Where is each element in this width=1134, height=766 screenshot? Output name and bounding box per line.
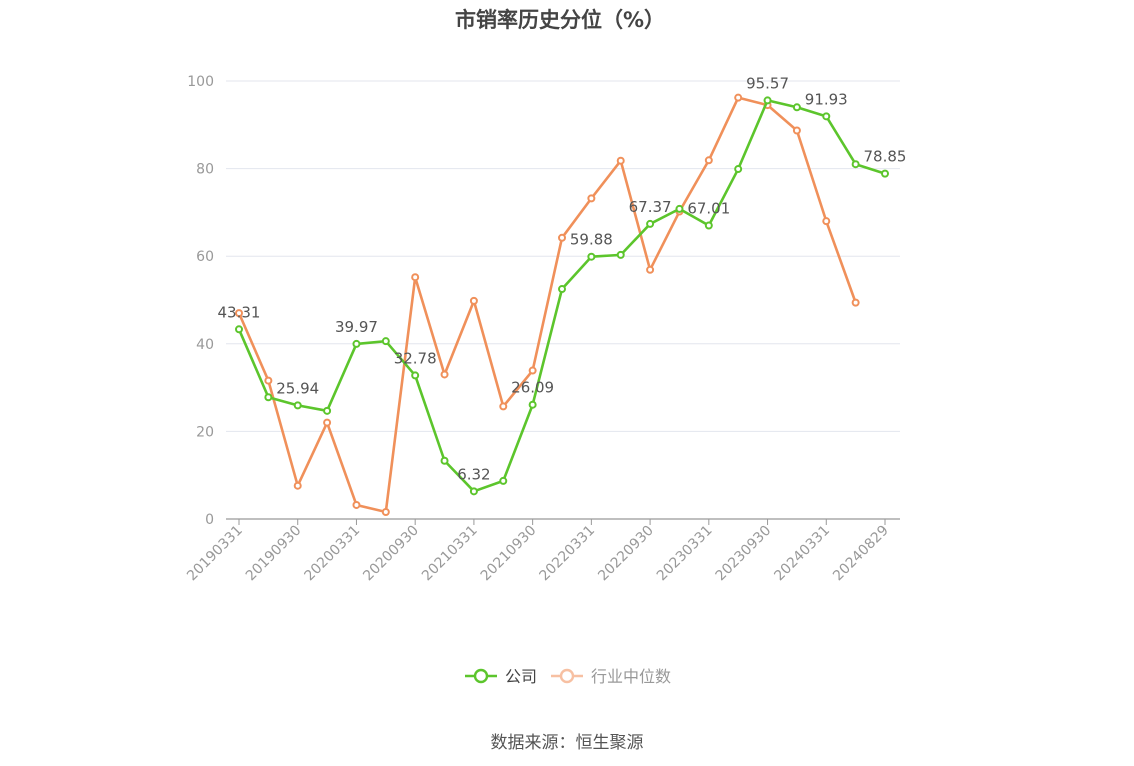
data-point <box>264 393 273 402</box>
data-point <box>587 252 596 261</box>
data-point <box>323 406 332 415</box>
y-tick-label: 40 <box>196 337 214 353</box>
data-point <box>469 487 478 496</box>
data-point <box>411 273 420 282</box>
data-point <box>792 103 801 112</box>
series-line-industry <box>237 96 857 514</box>
chart-title: 市销率历史分位（%） <box>454 8 666 32</box>
data-label: 39.97 <box>335 318 378 336</box>
x-tick-label: 20210331 <box>419 523 481 585</box>
data-label: 95.57 <box>746 74 789 92</box>
x-tick-label: 20200930 <box>360 523 422 585</box>
data-point <box>792 126 801 135</box>
x-tick-label: 20220331 <box>536 523 598 585</box>
data-point <box>616 250 625 259</box>
legend-label-industry: 行业中位数 <box>591 667 671 686</box>
legend-label-company: 公司 <box>505 667 537 686</box>
data-point <box>704 221 713 230</box>
x-tick-label: 20230930 <box>713 523 775 585</box>
data-point <box>323 418 332 427</box>
data-point <box>734 165 743 174</box>
x-tick-label: 20220930 <box>595 523 657 585</box>
data-point <box>704 156 713 165</box>
data-source: 数据来源：恒生聚源 <box>490 733 644 753</box>
data-point <box>381 507 390 516</box>
y-tick-label: 80 <box>196 162 214 178</box>
series-line-company <box>237 99 886 493</box>
data-point <box>822 112 831 121</box>
data-point <box>646 219 655 228</box>
data-point <box>411 371 420 380</box>
data-label: 91.93 <box>805 90 848 108</box>
data-point <box>851 298 860 307</box>
data-point <box>528 366 537 375</box>
data-label: 67.37 <box>629 198 672 216</box>
data-label: 78.85 <box>864 148 907 166</box>
data-point <box>558 233 566 242</box>
data-point <box>616 156 625 165</box>
data-point <box>499 402 508 411</box>
legend-marker <box>559 668 575 684</box>
data-point <box>881 169 889 178</box>
x-tick-label: 20230331 <box>654 523 716 585</box>
data-point <box>381 337 390 346</box>
x-tick-label: 20190331 <box>184 523 246 585</box>
legend-marker <box>473 668 489 684</box>
data-point <box>587 194 596 203</box>
data-point <box>235 309 243 318</box>
x-tick-label: 20240829 <box>830 523 892 585</box>
data-point <box>293 401 302 410</box>
data-point <box>440 370 449 379</box>
data-label: 67.01 <box>687 199 730 217</box>
data-point <box>293 481 302 490</box>
data-point <box>851 160 860 169</box>
y-tick-label: 0 <box>205 512 214 528</box>
y-tick-label: 100 <box>187 74 214 90</box>
x-tick-label: 20240331 <box>771 523 833 585</box>
data-label: 32.78 <box>394 349 437 367</box>
x-tick-label: 20210930 <box>478 523 540 585</box>
data-label: 43.31 <box>218 303 261 321</box>
data-point <box>646 265 655 274</box>
data-point <box>763 96 772 105</box>
data-point <box>235 325 243 334</box>
data-point <box>675 204 684 213</box>
data-point <box>352 500 361 509</box>
data-point <box>440 456 449 465</box>
y-tick-label: 20 <box>196 424 214 440</box>
x-tick-label: 20200331 <box>302 523 364 585</box>
data-label: 6.32 <box>457 465 490 483</box>
data-point <box>822 217 831 226</box>
data-point <box>469 296 478 305</box>
data-point <box>528 400 537 409</box>
x-tick-label: 20190930 <box>243 523 305 585</box>
data-label: 25.94 <box>276 379 319 397</box>
y-tick-label: 60 <box>196 249 214 265</box>
data-point <box>558 285 566 294</box>
data-point <box>352 339 361 348</box>
data-point <box>499 476 508 485</box>
data-label: 59.88 <box>570 231 613 249</box>
data-point <box>264 376 273 385</box>
data-point <box>734 93 743 102</box>
data-label: 26.09 <box>511 379 554 397</box>
